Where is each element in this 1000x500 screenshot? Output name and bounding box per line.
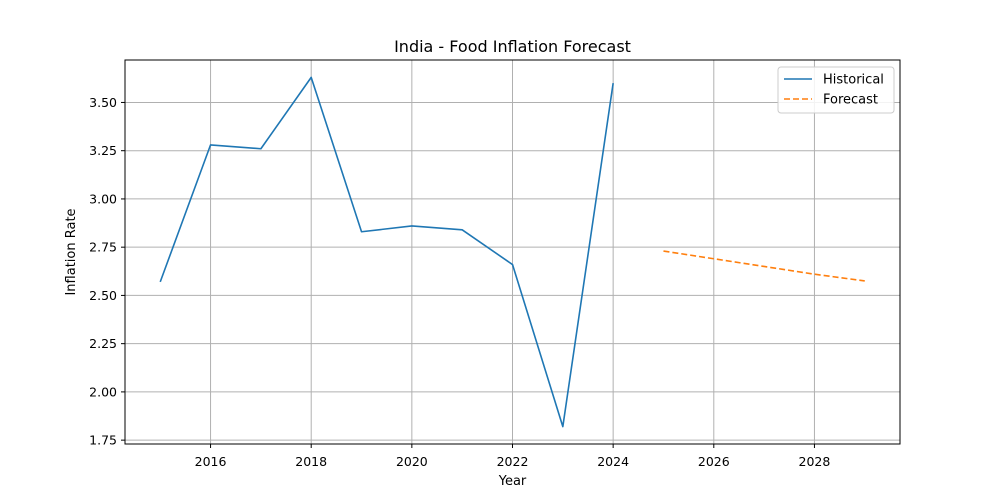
historical-point [260,148,262,150]
series-layer [159,76,866,428]
historical-point [411,225,413,227]
historical-point [612,82,614,84]
y-tick-label: 3.25 [89,143,117,158]
y-tick-label: 1.75 [89,433,117,448]
y-tick-label: 2.50 [89,288,117,303]
y-tick-label: 3.50 [89,95,117,110]
forecast-point [662,250,664,252]
x-axis-label: Year [498,474,527,489]
x-tick-label: 2024 [597,454,629,469]
forecast-point [864,280,866,282]
x-tick-label: 2016 [195,454,227,469]
historical-point [360,231,362,233]
historical-point [310,76,312,78]
legend: Historical Forecast [777,66,895,114]
x-tick-label: 2028 [799,454,831,469]
legend-label-forecast: Forecast [823,93,878,108]
forecast-point [763,265,765,267]
y-axis-label: Inflation Rate [64,208,79,295]
x-tick-label: 2018 [295,454,327,469]
chart-title: India - Food Inflation Forecast [394,37,631,56]
y-tick-label: 3.00 [89,191,117,206]
historical-point [511,263,513,265]
x-tick-label: 2026 [698,454,730,469]
historical-point [209,144,211,146]
x-tick-label: 2022 [497,454,529,469]
historical-series [159,76,614,428]
legend-label-historical: Historical [823,73,884,88]
historical-line [159,76,614,428]
grid [125,60,900,444]
forecast-series [662,250,866,282]
y-tick-label: 2.25 [89,336,117,351]
y-tick-label: 2.00 [89,384,117,399]
ticks: 2016 2018 2020 2022 2024 2026 2028 1.75 2.00 2.25… [89,95,830,469]
historical-point [159,281,161,283]
historical-point [461,229,463,231]
forecast-point [813,273,815,275]
y-tick-label: 2.75 [89,240,117,255]
x-tick-label: 2020 [396,454,428,469]
forecast-point [713,258,715,260]
historical-point [562,425,564,427]
forecast-line [663,250,865,282]
